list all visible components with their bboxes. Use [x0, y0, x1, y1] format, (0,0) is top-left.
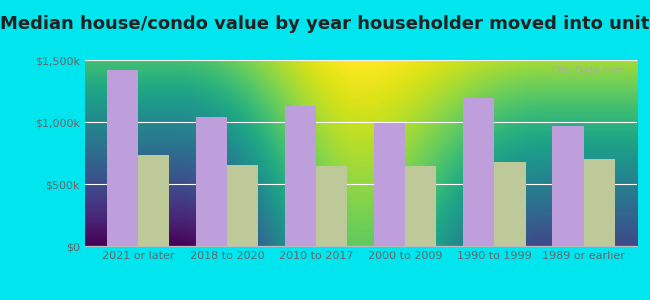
Bar: [552, 126, 584, 246]
Bar: [138, 155, 169, 246]
Text: City-Data.com: City-Data.com: [552, 66, 626, 76]
Bar: [227, 165, 258, 246]
Bar: [406, 166, 437, 246]
Bar: [196, 117, 227, 246]
Bar: [285, 106, 316, 246]
Bar: [374, 123, 406, 246]
Bar: [584, 159, 615, 246]
Bar: [495, 162, 526, 246]
Bar: [107, 70, 138, 246]
Text: Median house/condo value by year householder moved into unit: Median house/condo value by year househo…: [0, 15, 650, 33]
Bar: [463, 98, 495, 246]
Bar: [316, 166, 347, 246]
